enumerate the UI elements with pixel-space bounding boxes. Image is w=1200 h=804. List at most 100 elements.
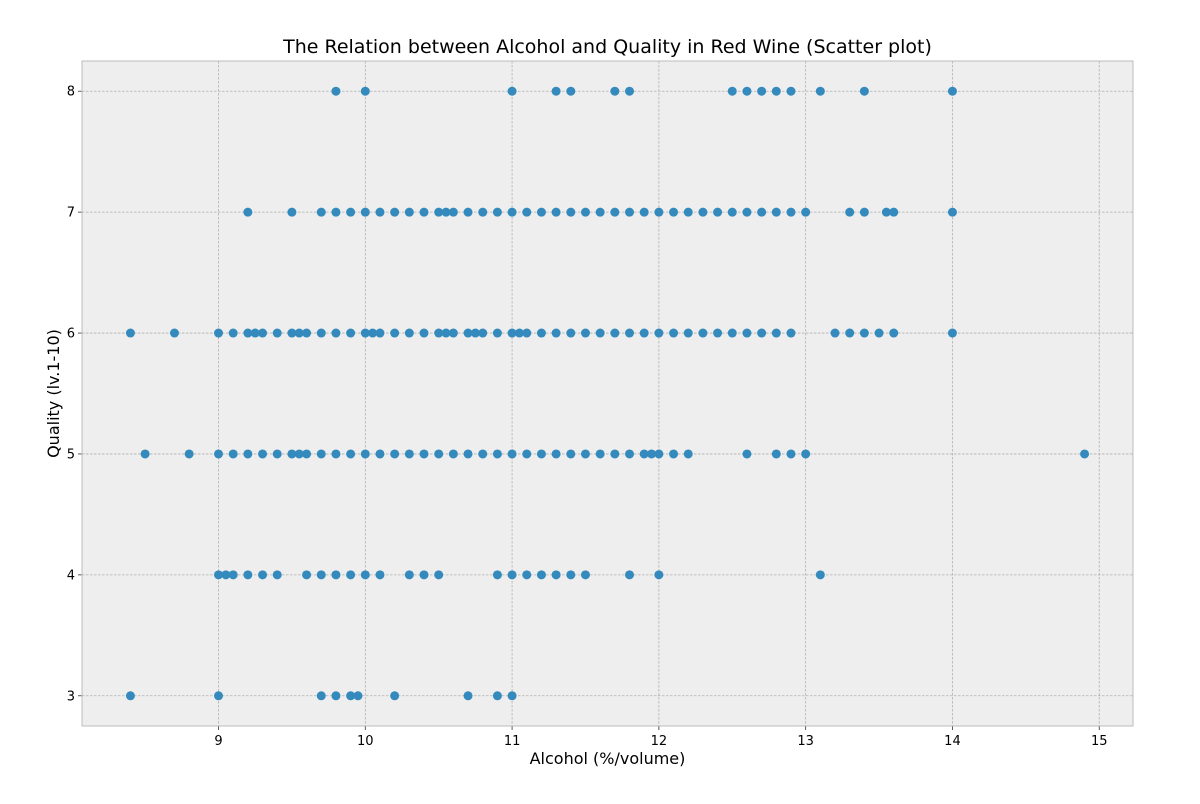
scatter-point bbox=[669, 449, 679, 459]
scatter-point bbox=[595, 328, 605, 338]
scatter-point bbox=[727, 207, 737, 217]
scatter-point bbox=[258, 570, 268, 580]
scatter-point bbox=[771, 328, 781, 338]
scatter-point bbox=[757, 207, 767, 217]
y-tick-label: 6 bbox=[67, 327, 75, 342]
scatter-point bbox=[566, 86, 576, 96]
scatter-point bbox=[757, 86, 767, 96]
scatter-point bbox=[169, 328, 179, 338]
scatter-point bbox=[360, 449, 370, 459]
scatter-point bbox=[580, 207, 590, 217]
scatter-point bbox=[625, 328, 635, 338]
scatter-point bbox=[859, 207, 869, 217]
scatter-point bbox=[727, 86, 737, 96]
scatter-point bbox=[522, 328, 532, 338]
scatter-point bbox=[441, 328, 451, 338]
scatter-point bbox=[478, 328, 488, 338]
scatter-point bbox=[368, 328, 378, 338]
x-tick-label: 10 bbox=[357, 734, 374, 749]
chart-title: The Relation between Alcohol and Quality… bbox=[282, 36, 932, 58]
scatter-point bbox=[551, 328, 561, 338]
scatter-point bbox=[625, 86, 635, 96]
scatter-point bbox=[375, 570, 385, 580]
scatter-point bbox=[228, 570, 238, 580]
scatter-point bbox=[478, 207, 488, 217]
scatter-point bbox=[214, 328, 224, 338]
scatter-point bbox=[302, 328, 312, 338]
scatter-point bbox=[331, 570, 341, 580]
scatter-point bbox=[742, 328, 752, 338]
scatter-point bbox=[478, 449, 488, 459]
scatter-point bbox=[947, 86, 957, 96]
scatter-point bbox=[258, 449, 268, 459]
scatter-point bbox=[360, 86, 370, 96]
scatter-point bbox=[742, 449, 752, 459]
x-tick-label: 11 bbox=[504, 734, 521, 749]
scatter-point bbox=[595, 207, 605, 217]
scatter-point bbox=[514, 328, 524, 338]
scatter-point bbox=[580, 328, 590, 338]
scatter-point bbox=[507, 86, 517, 96]
scatter-point bbox=[272, 570, 282, 580]
scatter-point bbox=[434, 449, 444, 459]
scatter-point bbox=[125, 328, 135, 338]
gridlines bbox=[82, 61, 1133, 726]
scatter-point bbox=[536, 207, 546, 217]
data-points bbox=[125, 86, 1090, 701]
scatter-point bbox=[625, 207, 635, 217]
scatter-point bbox=[654, 328, 664, 338]
scatter-point bbox=[713, 328, 723, 338]
scatter-point bbox=[669, 207, 679, 217]
scatter-point bbox=[815, 86, 825, 96]
scatter-point bbox=[698, 328, 708, 338]
scatter-point bbox=[610, 328, 620, 338]
scatter-point bbox=[845, 207, 855, 217]
scatter-point bbox=[331, 86, 341, 96]
scatter-point bbox=[463, 328, 473, 338]
scatter-point bbox=[360, 570, 370, 580]
scatter-point bbox=[346, 570, 356, 580]
scatter-point bbox=[463, 449, 473, 459]
scatter-point bbox=[580, 570, 590, 580]
scatter-point bbox=[272, 449, 282, 459]
scatter-point bbox=[566, 570, 576, 580]
scatter-point bbox=[786, 207, 796, 217]
scatter-point bbox=[331, 207, 341, 217]
scatter-point bbox=[316, 449, 326, 459]
scatter-point bbox=[889, 207, 899, 217]
axis-ticks: 9 10 11 12 13 14 15 3 4 5 6 7 8 bbox=[67, 85, 1108, 749]
scatter-point bbox=[757, 328, 767, 338]
scatter-point bbox=[771, 86, 781, 96]
x-tick-label: 15 bbox=[1091, 734, 1108, 749]
scatter-point bbox=[140, 449, 150, 459]
scatter-point bbox=[507, 570, 517, 580]
scatter-point bbox=[683, 207, 693, 217]
y-tick-label: 3 bbox=[67, 689, 75, 704]
scatter-point bbox=[1080, 449, 1090, 459]
scatter-point bbox=[390, 449, 400, 459]
scatter-point bbox=[771, 449, 781, 459]
scatter-point bbox=[683, 328, 693, 338]
scatter-point bbox=[331, 449, 341, 459]
scatter-point bbox=[390, 207, 400, 217]
scatter-point bbox=[647, 449, 657, 459]
scatter-point bbox=[316, 328, 326, 338]
scatter-point bbox=[507, 691, 517, 701]
scatter-point bbox=[639, 328, 649, 338]
scatter-point bbox=[434, 570, 444, 580]
scatter-point bbox=[625, 449, 635, 459]
scatter-point bbox=[801, 207, 811, 217]
scatter-point bbox=[859, 328, 869, 338]
scatter-point bbox=[448, 328, 458, 338]
scatter-point bbox=[448, 449, 458, 459]
scatter-point bbox=[346, 207, 356, 217]
scatter-point bbox=[492, 570, 502, 580]
scatter-point bbox=[522, 449, 532, 459]
scatter-point bbox=[294, 449, 304, 459]
scatter-point bbox=[669, 328, 679, 338]
scatter-point bbox=[228, 328, 238, 338]
scatter-point bbox=[434, 328, 444, 338]
scatter-point bbox=[258, 328, 268, 338]
scatter-point bbox=[331, 691, 341, 701]
